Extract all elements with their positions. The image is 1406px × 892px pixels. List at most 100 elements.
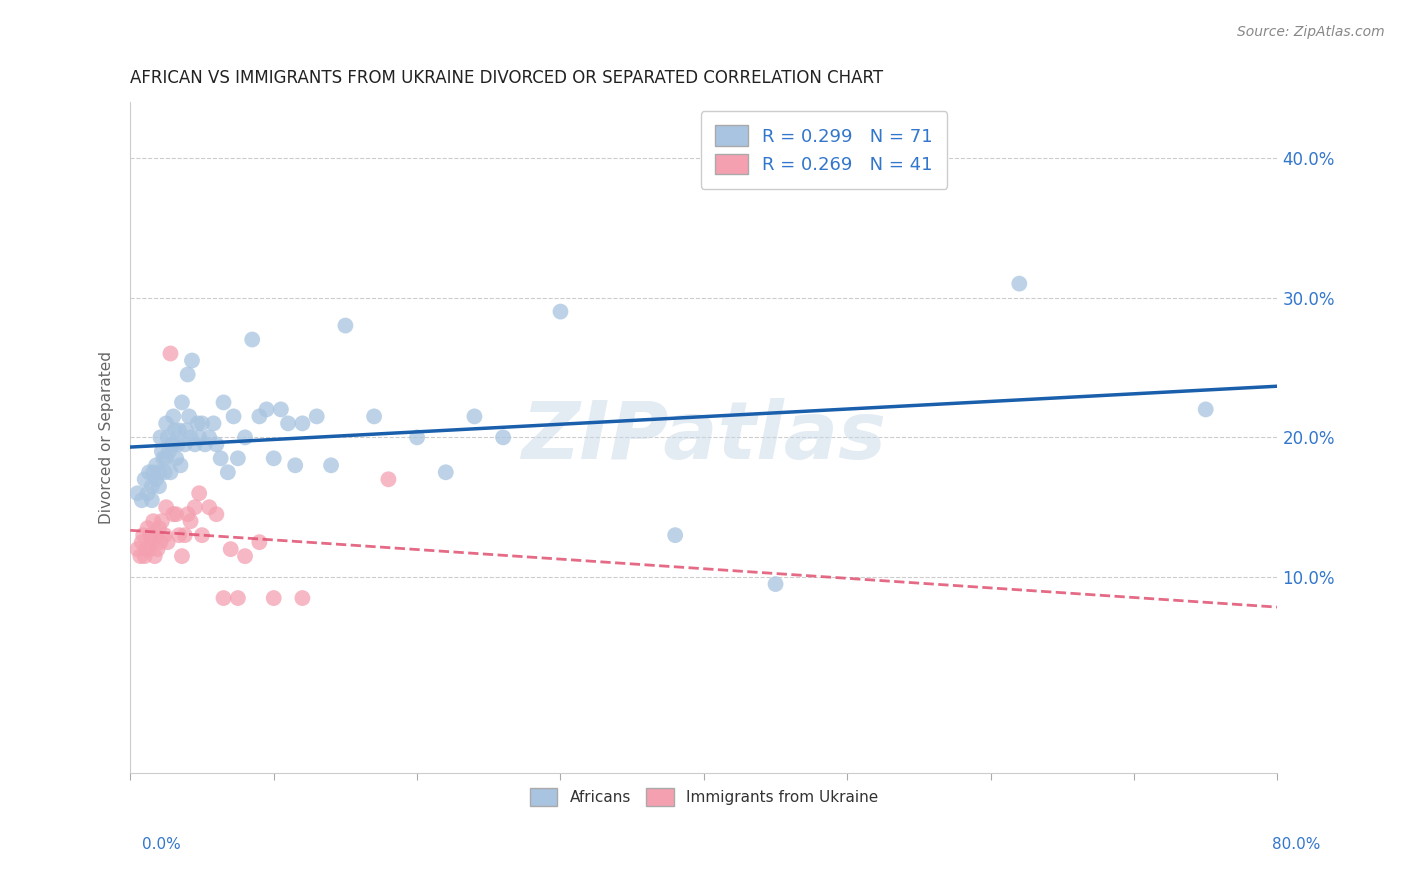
Point — [138, 465, 160, 479]
Point — [406, 430, 429, 444]
Point — [176, 507, 198, 521]
Point — [162, 507, 184, 521]
Point — [155, 451, 177, 466]
Point — [142, 465, 165, 479]
Point — [166, 437, 188, 451]
Point — [765, 577, 787, 591]
Point — [167, 423, 190, 437]
Point — [139, 528, 162, 542]
Point — [217, 465, 239, 479]
Point — [146, 542, 169, 557]
Point — [335, 318, 357, 333]
Point — [173, 528, 195, 542]
Point — [142, 514, 165, 528]
Point — [159, 465, 181, 479]
Point — [233, 430, 256, 444]
Point — [233, 549, 256, 563]
Point — [434, 465, 457, 479]
Point — [363, 409, 385, 424]
Point — [550, 304, 572, 318]
Point — [148, 521, 170, 535]
Point — [179, 409, 201, 424]
Point — [153, 528, 176, 542]
Point — [263, 451, 285, 466]
Point — [194, 437, 217, 451]
Point — [240, 333, 263, 347]
Point — [277, 417, 299, 431]
Point — [222, 409, 245, 424]
Point — [291, 417, 314, 431]
Point — [247, 535, 270, 549]
Point — [131, 535, 153, 549]
Point — [212, 591, 235, 605]
Text: 0.0%: 0.0% — [142, 838, 181, 852]
Point — [180, 514, 202, 528]
Point — [492, 430, 515, 444]
Point — [143, 549, 166, 563]
Point — [145, 528, 167, 542]
Point — [141, 493, 163, 508]
Point — [377, 472, 399, 486]
Point — [155, 500, 177, 515]
Point — [319, 458, 342, 473]
Point — [134, 472, 156, 486]
Point — [132, 528, 155, 542]
Point — [191, 528, 214, 542]
Point — [170, 395, 193, 409]
Point — [157, 444, 180, 458]
Point — [291, 591, 314, 605]
Point — [184, 500, 207, 515]
Point — [1008, 277, 1031, 291]
Point — [152, 451, 174, 466]
Point — [284, 458, 307, 473]
Point — [209, 451, 232, 466]
Point — [263, 591, 285, 605]
Point — [184, 437, 207, 451]
Legend: Africans, Immigrants from Ukraine: Africans, Immigrants from Ukraine — [522, 780, 886, 814]
Point — [226, 591, 249, 605]
Point — [202, 417, 225, 431]
Point — [141, 535, 163, 549]
Text: 80.0%: 80.0% — [1272, 838, 1320, 852]
Point — [138, 542, 160, 557]
Point — [127, 542, 149, 557]
Point — [205, 437, 228, 451]
Point — [129, 549, 152, 563]
Point — [162, 409, 184, 424]
Point — [191, 417, 214, 431]
Point — [305, 409, 328, 424]
Point — [188, 486, 211, 500]
Point — [169, 458, 191, 473]
Point — [247, 409, 270, 424]
Point — [148, 465, 170, 479]
Point — [160, 437, 183, 451]
Point — [148, 479, 170, 493]
Point — [136, 486, 159, 500]
Point — [150, 514, 173, 528]
Point — [149, 430, 172, 444]
Point — [198, 500, 221, 515]
Point — [165, 507, 187, 521]
Point — [188, 430, 211, 444]
Point — [156, 430, 179, 444]
Point — [173, 437, 195, 451]
Point — [205, 507, 228, 521]
Point — [165, 451, 187, 466]
Point — [163, 423, 186, 437]
Point — [162, 437, 184, 451]
Point — [212, 395, 235, 409]
Point — [174, 423, 197, 437]
Point — [127, 486, 149, 500]
Point — [135, 542, 157, 557]
Point — [145, 458, 167, 473]
Point — [463, 409, 485, 424]
Point — [198, 430, 221, 444]
Point — [150, 444, 173, 458]
Text: ZIPatlas: ZIPatlas — [522, 399, 886, 476]
Point — [156, 535, 179, 549]
Point — [187, 417, 209, 431]
Point — [155, 417, 177, 431]
Text: AFRICAN VS IMMIGRANTS FROM UKRAINE DIVORCED OR SEPARATED CORRELATION CHART: AFRICAN VS IMMIGRANTS FROM UKRAINE DIVOR… — [131, 69, 883, 87]
Point — [134, 549, 156, 563]
Point — [180, 430, 202, 444]
